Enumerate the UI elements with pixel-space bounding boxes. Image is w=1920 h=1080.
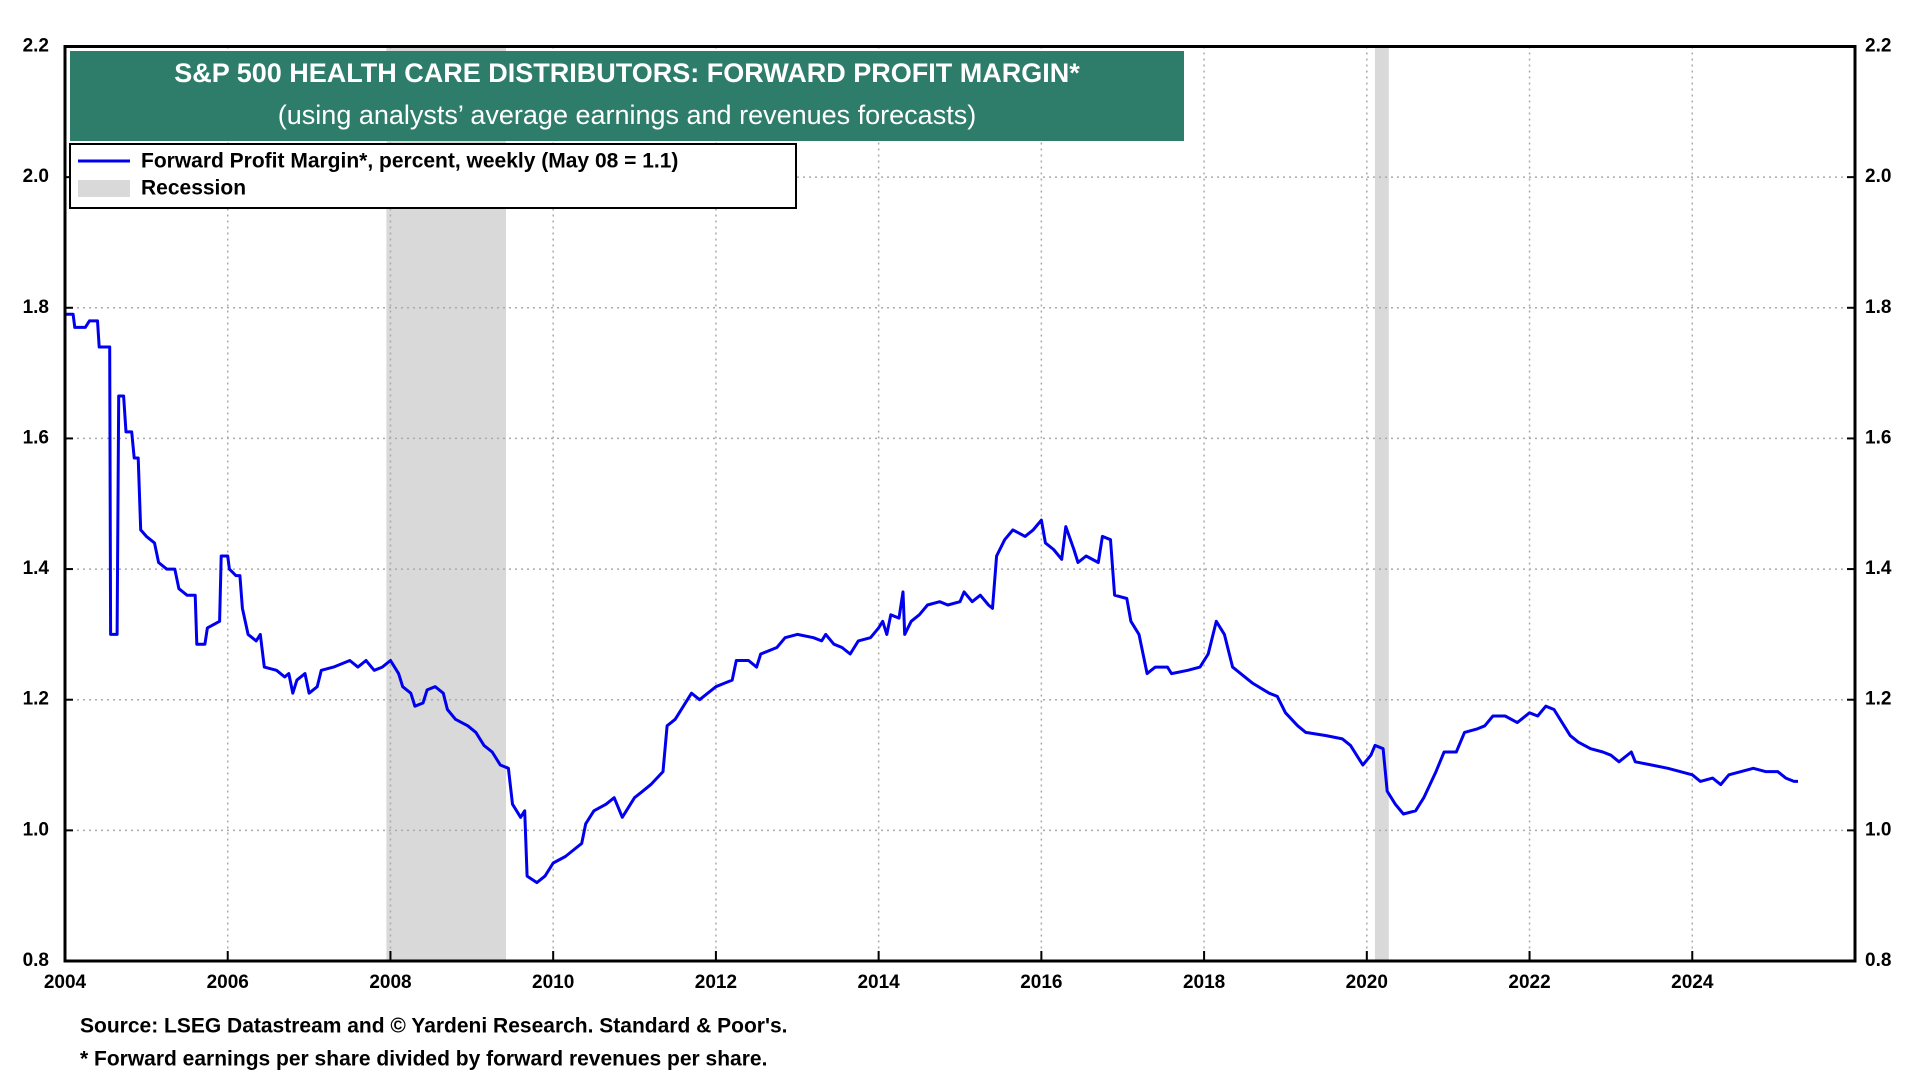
legend-recession-swatch [78,180,130,197]
y-tick-label: 0.8 [23,950,49,971]
marks-layer [65,312,1798,885]
x-tick-label: 2020 [1346,972,1388,993]
x-tick-label: 2010 [532,972,574,993]
legend-label: Recession [141,177,246,200]
x-tick-label: 2016 [1020,972,1062,993]
source-note: Source: LSEG Datastream and © Yardeni Re… [80,1015,787,1038]
x-tick-label: 2012 [695,972,737,993]
y-tick-label: 1.2 [23,689,49,710]
y-tick-label: 1.6 [23,427,49,448]
footnote: * Forward earnings per share divided by … [80,1048,767,1071]
y2-tick-label: 1.8 [1865,297,1891,318]
x-tick-label: 2024 [1671,972,1714,993]
chart-title: S&P 500 HEALTH CARE DISTRIBUTORS: FORWAR… [174,58,1080,88]
y-tick-label: 1.4 [23,558,50,579]
y2-tick-label: 1.2 [1865,689,1891,710]
y2-tick-label: 0.8 [1865,950,1891,971]
y-tick-label: 1.0 [23,819,49,840]
recession-band [1374,46,1389,961]
x-tick-label: 2004 [44,972,87,993]
y-tick-label: 2.0 [23,166,49,187]
x-tick-label: 2014 [857,972,900,993]
y2-tick-label: 1.4 [1865,558,1892,579]
y-tick-label: 2.2 [23,36,49,57]
y2-tick-label: 1.6 [1865,427,1891,448]
x-tick-label: 2022 [1508,972,1550,993]
legend-box [69,143,797,209]
y-tick-label: 1.8 [23,297,49,318]
x-tick-label: 2008 [369,972,411,993]
y2-tick-label: 2.2 [1865,36,1891,57]
chart-subtitle: (using analysts’ average earnings and re… [278,100,976,130]
title-box [70,51,1184,141]
x-tick-label: 2006 [207,972,249,993]
legend-label: Forward Profit Margin*, percent, weekly … [141,150,678,173]
y2-tick-label: 1.0 [1865,819,1891,840]
data-line [65,312,1798,885]
y2-tick-label: 2.0 [1865,166,1891,187]
plot-frame [63,45,1857,963]
x-tick-label: 2018 [1183,972,1225,993]
